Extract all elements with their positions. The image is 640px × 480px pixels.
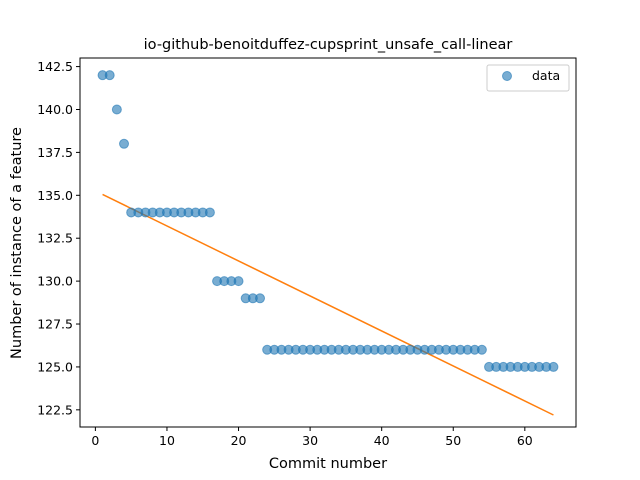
data-points-layer <box>97 70 559 372</box>
chart-title: io-github-benoitduffez-cupsprint_unsafe_… <box>144 37 513 53</box>
y-tick-label: 127.5 <box>37 317 73 332</box>
x-tick-label: 50 <box>445 433 461 448</box>
x-tick-label: 0 <box>91 433 99 448</box>
y-tick-label: 130.0 <box>37 274 73 289</box>
data-point <box>255 293 266 304</box>
data-point <box>476 344 487 355</box>
y-tick-label: 135.0 <box>37 188 73 203</box>
y-tick-label: 142.5 <box>37 59 73 74</box>
y-tick-label: 125.0 <box>37 359 73 374</box>
axes-frame <box>79 57 577 428</box>
data-point <box>548 361 559 372</box>
x-axis-title: Commit number <box>269 456 387 472</box>
data-point <box>204 207 215 218</box>
x-tick-label: 20 <box>231 433 247 448</box>
x-axis-ticks: 0 10 20 30 40 50 60 <box>91 427 533 448</box>
y-tick-label: 137.5 <box>37 145 73 160</box>
y-axis-ticks: 122.5 125.0 127.5 130.0 132.5 135.0 137.5 140.0… <box>37 59 80 417</box>
plot-area <box>80 58 576 427</box>
legend-marker <box>502 71 512 81</box>
fit-line-layer <box>102 193 554 416</box>
fit-line <box>102 193 554 416</box>
y-tick-label: 140.0 <box>37 102 73 117</box>
x-tick-label: 40 <box>374 433 390 448</box>
x-tick-label: 60 <box>517 433 533 448</box>
data-point <box>111 104 122 115</box>
data-point <box>233 276 244 287</box>
y-axis-title: Number of instance of a feature <box>9 127 25 359</box>
x-tick-label: 10 <box>159 433 175 448</box>
legend-label: data <box>532 68 560 83</box>
data-point <box>104 70 115 81</box>
legend: data <box>486 64 570 92</box>
y-tick-label: 132.5 <box>37 231 73 246</box>
x-tick-label: 30 <box>302 433 318 448</box>
data-point <box>119 138 130 149</box>
y-tick-label: 122.5 <box>37 402 73 417</box>
